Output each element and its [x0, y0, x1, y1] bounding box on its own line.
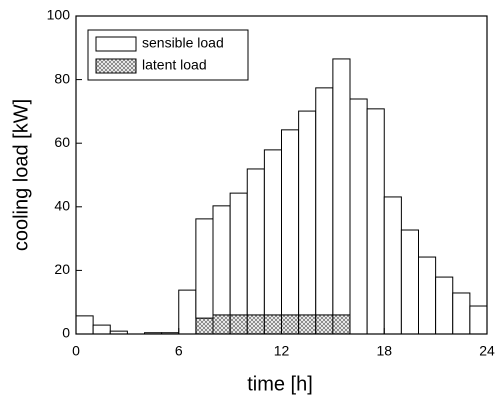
bar — [263, 314, 282, 335]
bar — [400, 229, 419, 335]
bar — [469, 305, 488, 335]
x-axis-title: time [h] — [247, 373, 313, 395]
bar — [452, 292, 471, 335]
y-tick-label: 20 — [54, 261, 70, 277]
bar — [315, 87, 334, 316]
bar — [383, 196, 402, 335]
x-tick-label: 12 — [274, 343, 290, 359]
x-tick-label: 0 — [72, 343, 80, 359]
bar — [178, 289, 197, 335]
bar — [92, 324, 111, 335]
y-tick-label: 40 — [54, 198, 70, 214]
bar — [229, 192, 248, 316]
bar — [298, 314, 317, 335]
bar — [298, 110, 317, 316]
x-tick-label: 6 — [175, 343, 183, 359]
legend-label: latent load — [142, 57, 207, 73]
bar — [212, 314, 231, 335]
legend-label: sensible load — [142, 35, 224, 51]
y-tick-label: 0 — [62, 325, 70, 341]
bar — [435, 276, 454, 335]
bar — [281, 129, 300, 316]
bar — [349, 98, 368, 335]
bar — [418, 256, 437, 335]
bar — [246, 314, 265, 335]
bar — [246, 168, 265, 316]
bar — [366, 108, 385, 335]
bar — [195, 317, 214, 335]
bar — [229, 314, 248, 335]
legend-swatch — [95, 58, 137, 74]
y-tick-label: 60 — [54, 134, 70, 150]
bar — [332, 58, 351, 316]
y-tick-label: 80 — [54, 70, 70, 86]
y-axis-title: cooling load [kW] — [10, 99, 32, 251]
bar — [195, 218, 214, 319]
bar — [281, 314, 300, 335]
bar — [315, 314, 334, 335]
y-tick-label: 100 — [47, 7, 71, 23]
x-tick-label: 18 — [376, 343, 392, 359]
bar — [332, 314, 351, 335]
bar — [263, 149, 282, 316]
bar — [75, 315, 94, 335]
legend-swatch — [95, 36, 137, 52]
x-tick-label: 24 — [479, 343, 495, 359]
bar — [212, 205, 231, 316]
